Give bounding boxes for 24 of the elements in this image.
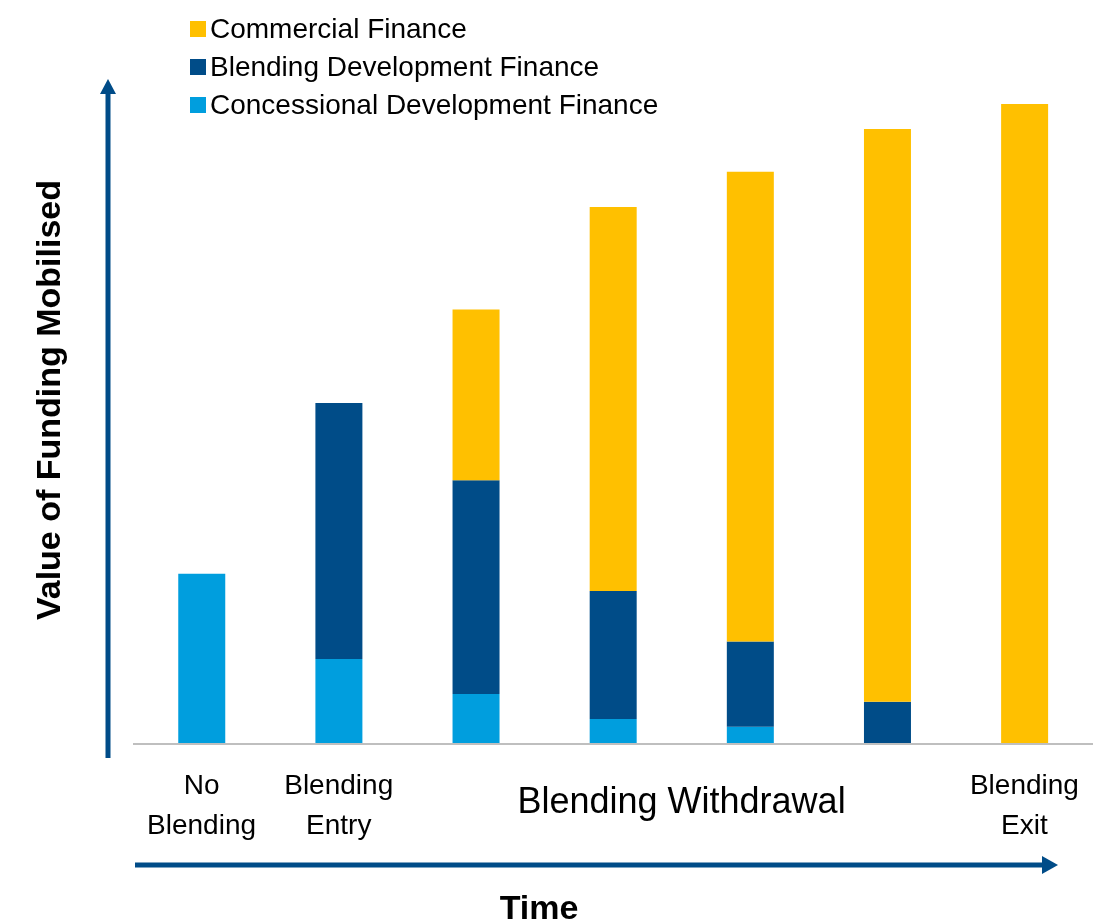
text: Blending Withdrawal bbox=[516, 780, 847, 822]
bar bbox=[452, 694, 500, 744]
x-tick-label: Blending Entry bbox=[284, 769, 394, 840]
bar bbox=[452, 480, 500, 695]
legend-label: Commercial Finance bbox=[210, 12, 467, 46]
x-tick-label: Blending Exit bbox=[969, 769, 1079, 840]
bar bbox=[863, 701, 911, 744]
bar bbox=[589, 207, 637, 592]
bar bbox=[315, 402, 363, 659]
bar bbox=[863, 128, 911, 702]
bar bbox=[178, 573, 226, 744]
bar bbox=[726, 171, 774, 642]
bar bbox=[315, 658, 363, 744]
bar bbox=[452, 309, 500, 481]
legend-label: Blending Development Finance bbox=[210, 50, 600, 84]
y-axis-title: Value of Funding Mobilised bbox=[28, 178, 68, 623]
x-tick-label: No Blending bbox=[147, 769, 257, 840]
x-axis-title: Time bbox=[498, 888, 580, 919]
legend-label: Concessional Development Finance bbox=[210, 88, 659, 122]
bar bbox=[726, 641, 774, 727]
bar bbox=[589, 719, 637, 744]
bar bbox=[589, 591, 637, 720]
bar bbox=[726, 726, 774, 744]
bar bbox=[1001, 104, 1049, 744]
